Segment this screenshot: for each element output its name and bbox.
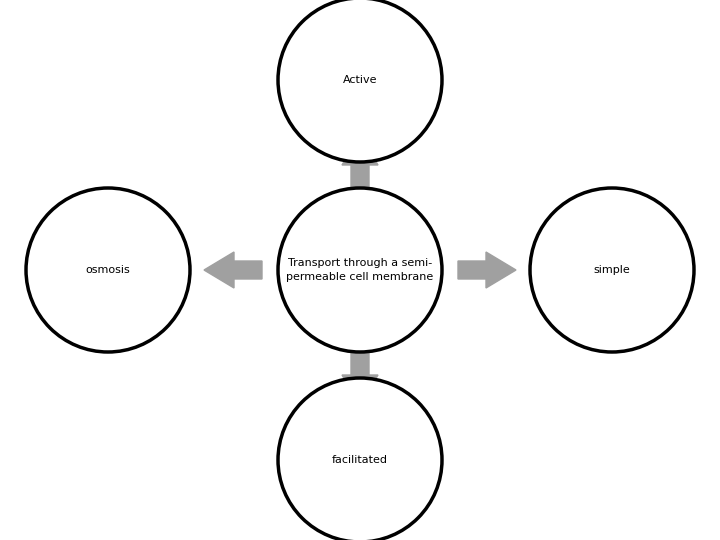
Text: Active: Active — [343, 75, 377, 85]
Text: Transport through a semi-
permeable cell membrane: Transport through a semi- permeable cell… — [287, 259, 433, 281]
Polygon shape — [342, 347, 378, 405]
Ellipse shape — [26, 188, 190, 352]
Ellipse shape — [530, 188, 694, 352]
Ellipse shape — [278, 378, 442, 540]
Ellipse shape — [278, 188, 442, 352]
Polygon shape — [458, 252, 516, 288]
Ellipse shape — [278, 0, 442, 162]
Polygon shape — [204, 252, 262, 288]
Text: osmosis: osmosis — [86, 265, 130, 275]
Text: simple: simple — [593, 265, 631, 275]
Text: facilitated: facilitated — [332, 455, 388, 465]
Polygon shape — [342, 135, 378, 193]
